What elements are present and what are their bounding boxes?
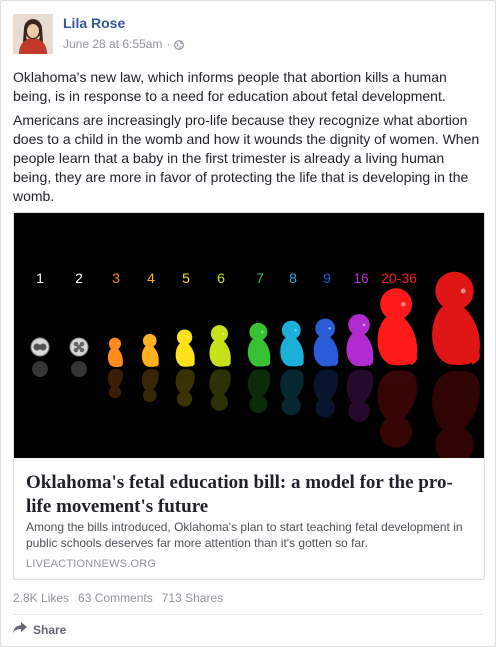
fetus-silhouette <box>313 318 339 418</box>
fetus-silhouette <box>432 271 480 458</box>
post-paragraph: Americans are increasingly pro-life beca… <box>13 112 480 204</box>
fetus-silhouette <box>280 320 304 416</box>
week-label: 8 <box>289 270 297 286</box>
post-timestamp[interactable]: June 28 at 6:55am <box>63 37 163 51</box>
avatar[interactable] <box>13 14 53 54</box>
link-title[interactable]: Oklahoma's fetal education bill: a model… <box>26 472 453 517</box>
fetus-silhouette <box>141 333 159 403</box>
week-label: 4 <box>147 270 155 286</box>
fetus-silhouette <box>175 329 195 407</box>
week-label: 9 <box>323 270 331 286</box>
share-arrow-icon <box>13 622 27 637</box>
comments-count[interactable]: 63 Comments <box>78 591 153 605</box>
fetus-silhouette <box>377 288 418 448</box>
share-label: Share <box>33 622 67 637</box>
engagement-stats: 2.8K Likes 63 Comments 713 Shares <box>13 591 223 605</box>
fetus-silhouette <box>346 314 374 422</box>
link-domain: LIVEACTIONNEWS.ORG <box>26 558 157 570</box>
fetus-silhouette <box>247 322 271 414</box>
fetus-silhouette <box>107 337 123 399</box>
week-label: 3 <box>112 270 120 286</box>
embryo-cell <box>69 337 89 377</box>
share-button[interactable]: Share <box>13 622 66 637</box>
week-label: 20-36 <box>381 270 417 286</box>
divider <box>13 614 483 615</box>
globe-icon[interactable] <box>174 39 185 50</box>
likes-count[interactable]: 2.8K Likes <box>13 591 70 605</box>
post-meta: June 28 at 6:55am · <box>63 37 185 51</box>
meta-separator: · <box>166 37 171 51</box>
fetus-silhouette <box>209 325 231 411</box>
week-label: 5 <box>182 270 190 286</box>
week-label: 7 <box>256 270 264 286</box>
shares-count[interactable]: 713 Shares <box>161 591 224 605</box>
post-paragraph: Oklahoma's new law, which informs people… <box>13 69 447 104</box>
embryo-cell <box>30 337 50 377</box>
week-label: 1 <box>36 270 44 286</box>
link-description: Among the bills introduced, Oklahoma's p… <box>26 520 463 550</box>
author-name[interactable]: Lila Rose <box>63 15 126 31</box>
week-label: 16 <box>353 270 369 286</box>
week-label: 2 <box>75 270 83 286</box>
week-label: 6 <box>217 270 225 286</box>
